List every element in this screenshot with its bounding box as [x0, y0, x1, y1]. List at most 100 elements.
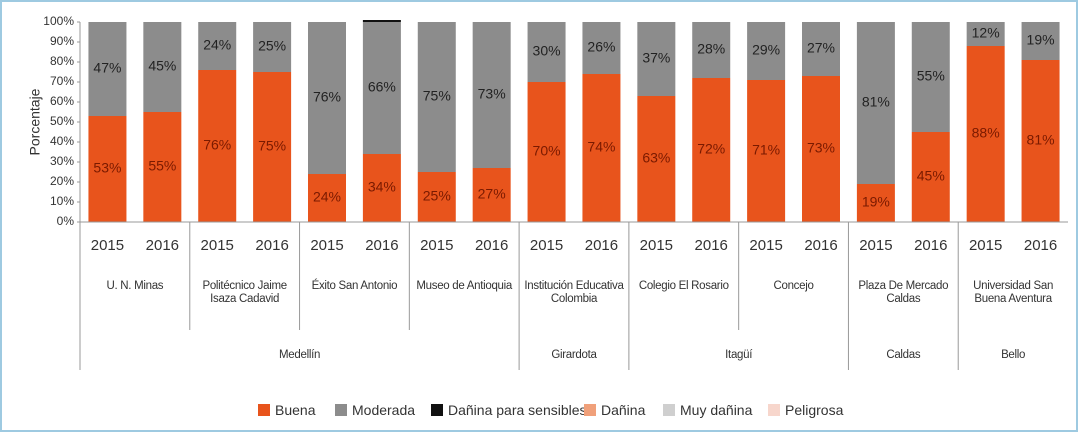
data-label: 29% [752, 42, 780, 58]
legend-label: Dañina [601, 402, 646, 418]
data-label: 24% [313, 189, 341, 205]
bar-segment [417, 22, 456, 172]
station-label: Plaza De Mercado Caldas [858, 280, 949, 305]
bar-segment [747, 22, 786, 80]
municipality-label: Itagüí [725, 349, 753, 361]
data-label: 26% [587, 39, 615, 55]
municipality-label: Caldas [886, 349, 921, 361]
data-label: 12% [972, 25, 1000, 41]
bar-segment [253, 22, 292, 72]
legend-swatch [335, 404, 347, 416]
data-label: 55% [148, 158, 176, 174]
x-tick-label: 2015 [859, 237, 892, 254]
x-tick-label: 2016 [695, 237, 728, 254]
bar-segment [472, 22, 511, 168]
legend-item: Dañina para sensibles [431, 402, 587, 418]
bar-segment [362, 154, 401, 222]
station-label: Concejo [773, 280, 814, 292]
bar-segment [802, 22, 840, 76]
data-label: 19% [862, 194, 890, 210]
bar-segment [362, 20, 401, 22]
bar-segment [966, 46, 1005, 222]
x-tick-label: 2015 [91, 237, 124, 254]
data-label: 19% [1027, 32, 1055, 48]
data-label: 81% [862, 94, 890, 110]
data-label: 34% [368, 179, 396, 195]
bar-segment [747, 80, 786, 222]
y-tick-label: 70% [50, 74, 74, 88]
bar-segment [1021, 22, 1060, 60]
bar-segment [911, 132, 950, 222]
station-label: Politécnico Jaime Isaza Cadavid [202, 280, 287, 305]
data-label: 76% [313, 89, 341, 105]
bar-segment [527, 22, 566, 82]
bar-segment [417, 172, 456, 222]
bar-segment [856, 22, 895, 184]
legend-label: Dañina para sensibles [448, 402, 587, 418]
y-tick-label: 50% [50, 114, 74, 128]
bar-segment [143, 112, 182, 222]
data-label: 47% [93, 60, 121, 76]
x-tick-label: 2015 [201, 237, 234, 254]
legend-swatch [768, 404, 780, 416]
data-label: 53% [93, 160, 121, 176]
legend-item: Peligrosa [768, 402, 843, 418]
bar-segment [198, 22, 237, 70]
bar-segment [308, 174, 346, 222]
station-label: Éxito San Antonio [311, 280, 398, 292]
station-label: Universidad San Buena Aventura [973, 280, 1054, 305]
x-tick-label: 2016 [914, 237, 947, 254]
station-label: U. N. Minas [106, 280, 164, 292]
bar-segment [88, 22, 127, 116]
bar-segment [637, 22, 676, 96]
bar-segment [88, 116, 127, 222]
y-tick-label: 40% [50, 134, 74, 148]
legend-label: Buena [275, 402, 316, 418]
legend-label: Peligrosa [785, 402, 844, 418]
bar-segment [1021, 60, 1060, 222]
bar-segment [362, 22, 401, 154]
bar-segment [802, 76, 840, 222]
data-label: 55% [917, 68, 945, 84]
data-label: 45% [148, 58, 176, 74]
legend-item: Buena [258, 402, 315, 418]
y-tick-label: 10% [50, 194, 74, 208]
station-label: Institución Educativa Colombia [524, 280, 624, 305]
data-label: 25% [423, 188, 451, 204]
x-tick-label: 2016 [475, 237, 508, 254]
data-label: 76% [203, 137, 231, 153]
legend-swatch [584, 404, 596, 416]
legend-item: Moderada [335, 402, 415, 418]
data-label: 73% [807, 140, 835, 156]
bar-segment [472, 168, 511, 222]
x-tick-label: 2015 [640, 237, 673, 254]
x-tick-label: 2016 [146, 237, 179, 254]
x-tick-label: 2015 [420, 237, 453, 254]
bar-segment [582, 74, 621, 222]
x-tick-label: 2015 [310, 237, 343, 254]
bar-segment [143, 22, 182, 112]
legend-swatch [431, 404, 443, 416]
legend-swatch [258, 404, 270, 416]
data-label: 25% [258, 38, 286, 54]
data-label: 74% [587, 139, 615, 155]
data-label: 24% [203, 37, 231, 53]
bar-segment [308, 22, 346, 174]
data-label: 28% [697, 41, 725, 57]
data-label: 71% [752, 142, 780, 158]
data-label: 72% [697, 141, 725, 157]
y-tick-label: 20% [50, 174, 74, 188]
bar-segment [911, 22, 950, 132]
x-tick-label: 2015 [969, 237, 1002, 254]
bar-segment [527, 82, 566, 222]
y-axis-label: Porcentaje [27, 88, 43, 155]
legend-item: Muy dañina [663, 402, 752, 418]
x-tick-label: 2016 [365, 237, 398, 254]
data-label: 81% [1027, 132, 1055, 148]
data-label: 27% [807, 40, 835, 56]
data-label: 75% [258, 138, 286, 154]
x-tick-label: 2016 [804, 237, 837, 254]
